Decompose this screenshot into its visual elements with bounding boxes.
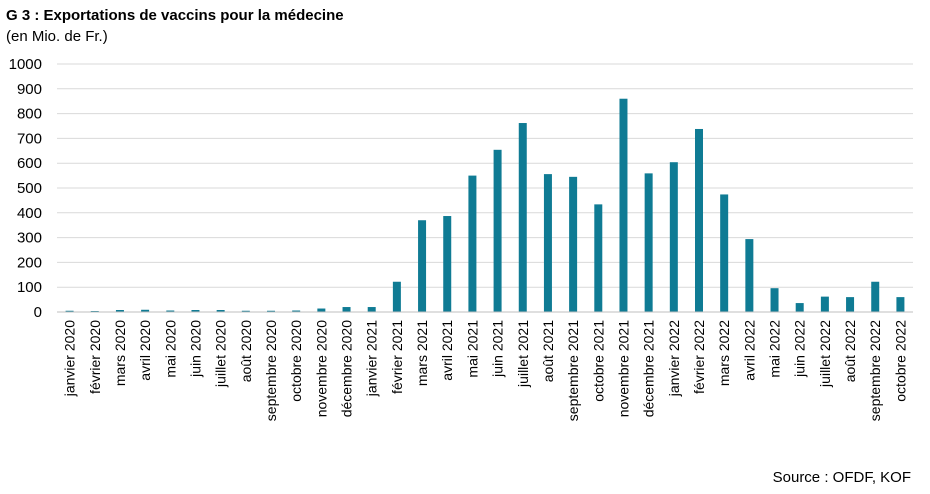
x-tick-label: janvier 2020 (62, 320, 78, 397)
y-tick-label: 200 (17, 254, 42, 271)
bar (141, 309, 150, 312)
bar (166, 310, 175, 312)
bar (493, 149, 502, 312)
chart-title: G 3 : Exportations de vaccins pour la mé… (6, 7, 344, 24)
x-tick-label: septembre 2022 (867, 320, 883, 421)
chart-subtitle: (en Mio. de Fr.) (6, 28, 108, 45)
x-tick-label: juillet 2021 (515, 320, 531, 388)
y-tick-label: 100 (17, 279, 42, 296)
y-tick-label: 300 (17, 230, 42, 247)
bar (644, 173, 653, 312)
bar (695, 128, 703, 312)
x-tick-label: février 2021 (389, 320, 405, 394)
bar (543, 174, 552, 312)
bar (795, 303, 804, 312)
y-axis-ticks: 0 100 200 300 400 500 600 700 800 900 1000 (9, 56, 42, 321)
y-tick-label: 500 (17, 180, 42, 197)
source-note: Source : OFDF, KOF (772, 469, 911, 486)
x-tick-label: septembre 2021 (565, 320, 581, 421)
x-tick-label: juillet 2022 (817, 320, 833, 388)
x-tick-label: mars 2022 (716, 320, 732, 386)
x-tick-label: mars 2021 (414, 320, 430, 386)
bar (518, 123, 527, 312)
x-tick-label: avril 2022 (741, 320, 757, 381)
bar (569, 176, 578, 312)
y-tick-label: 600 (17, 155, 42, 172)
bar (392, 281, 401, 312)
x-tick-label: décembre 2021 (641, 320, 657, 418)
x-tick-label: avril 2021 (439, 320, 455, 381)
bar (317, 308, 326, 312)
bar (619, 98, 628, 312)
bar (115, 310, 124, 312)
y-tick-label: 800 (17, 106, 42, 123)
x-tick-label: novembre 2020 (313, 320, 329, 418)
x-tick-label: juin 2022 (792, 320, 808, 378)
x-tick-label: août 2022 (842, 320, 858, 382)
x-tick-label: septembre 2020 (263, 320, 279, 421)
bar (342, 307, 351, 312)
bar (267, 310, 275, 312)
x-tick-label: mai 2022 (767, 320, 783, 378)
bar (65, 310, 74, 312)
x-tick-label: juillet 2020 (213, 320, 229, 388)
x-tick-label: juin 2021 (490, 320, 506, 378)
bar (241, 310, 250, 312)
x-tick-label: janvier 2021 (364, 320, 380, 397)
bar (846, 297, 855, 312)
x-tick-label: janvier 2022 (666, 320, 682, 397)
y-tick-label: 0 (34, 304, 42, 321)
bar (594, 204, 603, 312)
x-tick-label: novembre 2021 (615, 320, 631, 418)
bar (292, 310, 301, 312)
x-tick-label: mai 2020 (162, 320, 178, 378)
x-axis-ticks: janvier 2020 février 2020 mars 2020 avril 2… (62, 320, 909, 421)
bar (720, 194, 729, 312)
bar (871, 281, 880, 312)
x-tick-label: mars 2020 (112, 320, 128, 386)
bar (770, 288, 779, 312)
bar (896, 297, 905, 312)
gridlines (57, 63, 913, 288)
bar (468, 175, 477, 312)
bar (418, 220, 427, 312)
y-tick-label: 700 (17, 130, 42, 147)
bar (367, 307, 376, 312)
bars (65, 98, 905, 312)
x-tick-label: avril 2020 (137, 320, 153, 381)
y-tick-label: 1000 (9, 56, 42, 73)
bar (669, 162, 678, 312)
x-tick-label: juin 2020 (187, 320, 203, 378)
y-tick-label: 400 (17, 205, 42, 222)
bar (191, 310, 200, 312)
bar (443, 216, 452, 312)
x-tick-label: octobre 2021 (590, 320, 606, 402)
x-tick-label: février 2022 (691, 320, 707, 394)
x-tick-label: août 2021 (540, 320, 556, 382)
x-tick-label: octobre 2020 (288, 320, 304, 402)
x-tick-label: février 2020 (87, 320, 103, 394)
x-tick-label: août 2020 (238, 320, 254, 382)
x-tick-label: mai 2021 (464, 320, 480, 378)
y-tick-label: 900 (17, 81, 42, 98)
x-tick-label: décembre 2020 (339, 320, 355, 418)
bar (820, 296, 829, 312)
bar (745, 239, 754, 312)
x-tick-label: octobre 2022 (892, 320, 908, 402)
bar (216, 310, 225, 312)
